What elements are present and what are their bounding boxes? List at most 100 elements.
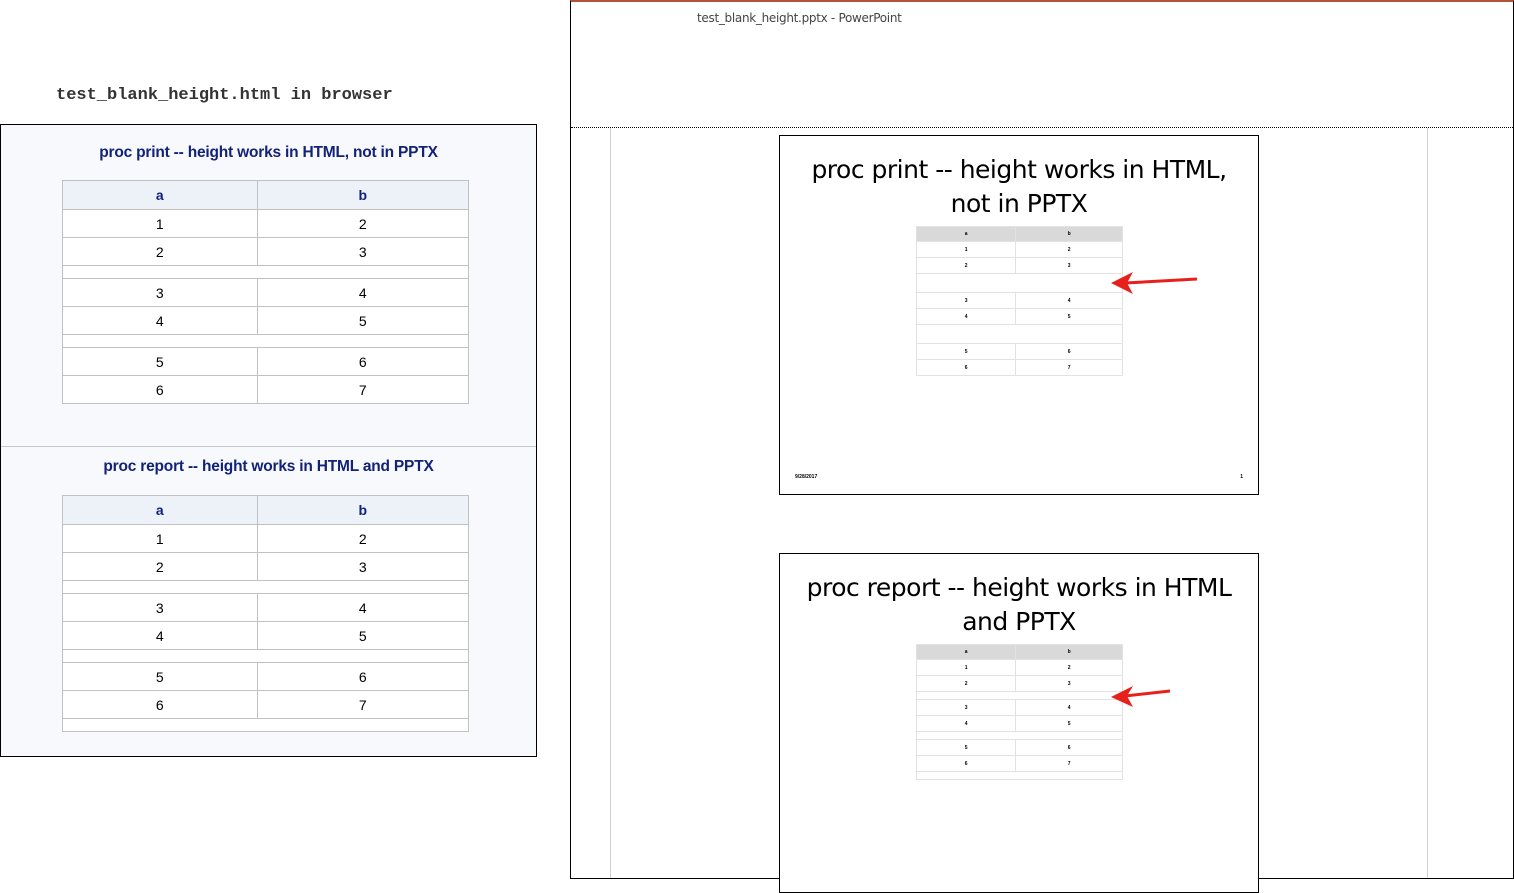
slide-date: 9/28/2017 (795, 474, 818, 480)
blank-cell (62, 649, 469, 663)
table-cell: 1 (62, 209, 258, 238)
proc-print-section: proc print -- height works in HTML, not … (1, 125, 536, 447)
table-cell: 1 (62, 524, 258, 553)
red-arrow-icon (1111, 686, 1171, 707)
table-cell: 3 (915, 699, 1017, 716)
table-cell: 6 (62, 690, 258, 719)
column-header: b (256, 495, 470, 525)
blank-cell (62, 265, 469, 279)
table-cell: 5 (1015, 308, 1123, 325)
powerpoint-window: test_blank_height.pptx - PowerPoint proc… (570, 0, 1514, 893)
section-title: proc print -- height works in HTML, not … (99, 144, 438, 161)
blank-row (62, 718, 469, 732)
column-header: a (915, 226, 1017, 242)
blank-cell (62, 718, 469, 732)
column-header: b (256, 180, 470, 210)
table-cell: 1 (915, 659, 1017, 676)
table-cell: 4 (62, 306, 258, 335)
blank-cell (916, 691, 1123, 700)
divider (610, 128, 611, 878)
table-cell: 4 (256, 593, 470, 622)
column-header: a (915, 644, 1017, 660)
blank-row (916, 324, 1123, 344)
caption: test_blank_height.html in browser (56, 86, 393, 105)
table-cell: 3 (915, 292, 1017, 309)
table-cell: 6 (915, 359, 1017, 376)
table-cell: 3 (256, 237, 470, 266)
blank-cell (62, 334, 469, 348)
table-cell: 7 (1015, 359, 1123, 376)
slide-title: proc print -- height works in HTML, not … (811, 155, 1227, 218)
table-cell: 5 (256, 621, 470, 650)
blank-row (916, 731, 1123, 740)
slide-2[interactable]: proc report -- height works in HTML and … (779, 553, 1259, 893)
blank-cell (916, 731, 1123, 740)
table-cell: 3 (62, 278, 258, 307)
blank-row (916, 771, 1123, 780)
table-cell: 3 (256, 552, 470, 581)
browser-view: proc print -- height works in HTML, not … (0, 124, 537, 757)
table-cell: 6 (256, 347, 470, 376)
table-cell: 7 (1015, 755, 1123, 772)
table-cell: 6 (915, 755, 1017, 772)
blank-row (62, 649, 469, 663)
blank-row (916, 691, 1123, 700)
table-cell: 2 (915, 257, 1017, 274)
blank-cell (916, 771, 1123, 780)
table-cell: 6 (1015, 343, 1123, 360)
section-title: proc report -- height works in HTML and … (103, 458, 434, 475)
table-cell: 4 (62, 621, 258, 650)
table-cell: 7 (256, 690, 470, 719)
blank-row (916, 273, 1123, 293)
table-cell: 5 (62, 347, 258, 376)
table-cell: 6 (256, 662, 470, 691)
blank-cell (62, 580, 469, 594)
table-cell: 6 (62, 375, 258, 404)
blank-row (62, 334, 469, 348)
table-cell: 5 (915, 343, 1017, 360)
table-cell: 2 (62, 552, 258, 581)
blank-row (62, 265, 469, 279)
proc-report-section: proc report -- height works in HTML and … (1, 447, 536, 757)
table-cell: 4 (915, 715, 1017, 732)
divider (571, 127, 1513, 128)
table-cell: 5 (1015, 715, 1123, 732)
table-cell: 2 (1015, 659, 1123, 676)
table-cell: 2 (1015, 241, 1123, 258)
table-cell: 2 (256, 524, 470, 553)
table-cell: 5 (62, 662, 258, 691)
divider (1427, 128, 1428, 878)
red-arrow-icon (1111, 272, 1198, 294)
table-cell: 7 (256, 375, 470, 404)
slide-1[interactable]: proc print -- height works in HTML, not … (779, 135, 1259, 495)
table-cell: 4 (256, 278, 470, 307)
blank-cell (916, 324, 1123, 344)
table-cell: 2 (915, 675, 1017, 692)
